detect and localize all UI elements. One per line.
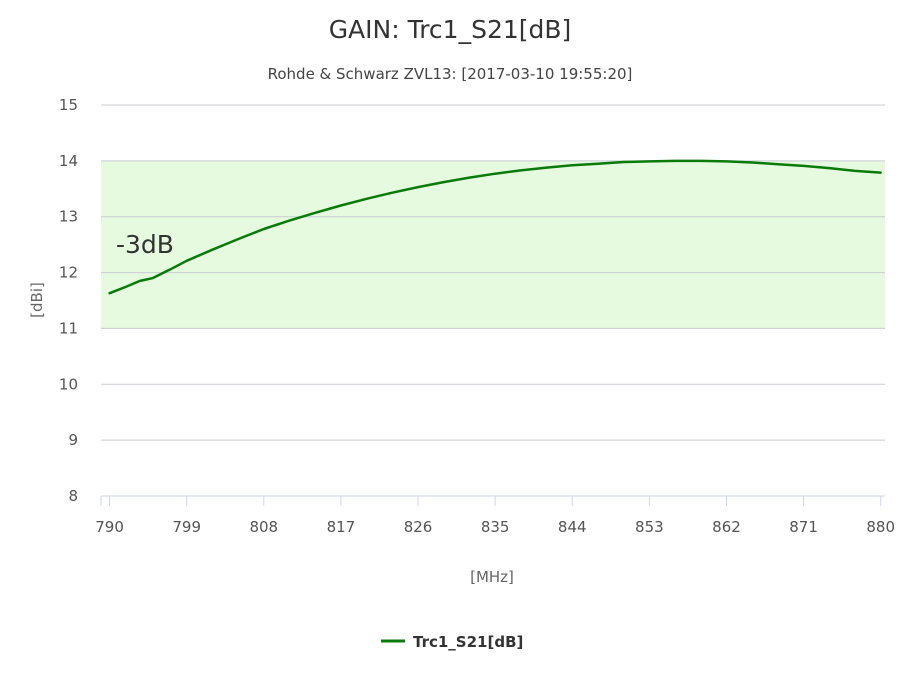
legend-series-label[interactable]: Trc1_S21[dB] (413, 633, 523, 651)
minus-3db-band (101, 160, 885, 329)
x-tick-label: 844 (558, 518, 587, 536)
band-label: -3dB (116, 230, 174, 259)
y-tick-label: 14 (59, 152, 78, 170)
x-tick-label: 880 (866, 518, 895, 536)
y-tick-label: 12 (59, 264, 78, 282)
x-tick-label: 808 (249, 518, 278, 536)
series-line-trc1-s21 (108, 159, 882, 295)
legend[interactable]: Trc1_S21[dB] (381, 633, 523, 651)
x-axis-label: [MHz] (470, 568, 514, 586)
y-tick-label: 9 (68, 431, 78, 449)
x-tick-label: 835 (481, 518, 510, 536)
plot-area: 8 9 10 11 12 13 14 15 790 799 808 817 826 835 844 853 86… (59, 96, 895, 536)
x-tick-label: 790 (95, 518, 124, 536)
chart-title: GAIN: Trc1_S21[dB] (329, 15, 572, 44)
y-tick-label: 13 (59, 208, 78, 226)
y-tick-label: 8 (68, 487, 78, 505)
y-tick-label: 11 (59, 319, 78, 337)
y-axis-label: [dBi] (28, 282, 46, 318)
x-tick-label: 817 (327, 518, 356, 536)
x-tick-label: 826 (404, 518, 433, 536)
chart-subtitle: Rohde & Schwarz ZVL13: [2017-03-10 19:55… (268, 65, 633, 83)
x-tick-label: 871 (789, 518, 818, 536)
x-tick-label: 799 (172, 518, 201, 536)
x-tick-label: 862 (712, 518, 741, 536)
y-tick-label: 15 (59, 96, 78, 114)
x-tick-label: 853 (635, 518, 664, 536)
y-tick-label: 10 (59, 375, 78, 393)
